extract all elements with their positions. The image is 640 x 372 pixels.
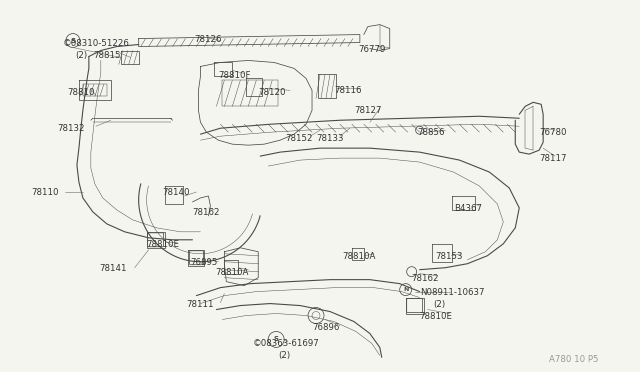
Text: 78110: 78110 — [31, 188, 59, 197]
Text: 78152: 78152 — [285, 134, 312, 143]
Text: N: N — [403, 287, 408, 292]
Text: 78117: 78117 — [539, 154, 566, 163]
Text: (2): (2) — [433, 299, 445, 309]
Text: ©08363-61697: ©08363-61697 — [252, 339, 319, 349]
Text: 78810F: 78810F — [218, 71, 251, 80]
Text: (2): (2) — [278, 352, 291, 360]
FancyBboxPatch shape — [406, 299, 422, 312]
Text: 78141: 78141 — [99, 264, 126, 273]
Text: (2): (2) — [75, 51, 87, 60]
Text: 78127: 78127 — [354, 106, 381, 115]
Text: 78126: 78126 — [195, 35, 222, 44]
Text: 78162: 78162 — [412, 274, 439, 283]
Text: 78856: 78856 — [418, 128, 445, 137]
Text: 78116: 78116 — [334, 86, 362, 95]
Text: 78153: 78153 — [436, 252, 463, 261]
Text: 78111: 78111 — [186, 299, 214, 309]
Text: 78815: 78815 — [93, 51, 120, 60]
Text: 78120: 78120 — [258, 89, 285, 97]
Text: 78810: 78810 — [67, 89, 95, 97]
Text: N08911-10637: N08911-10637 — [420, 288, 484, 296]
Text: 78132: 78132 — [57, 124, 84, 133]
FancyBboxPatch shape — [148, 233, 164, 247]
Text: S: S — [70, 38, 76, 44]
Text: ©08310-51226: ©08310-51226 — [63, 39, 130, 48]
Text: 76779: 76779 — [358, 45, 385, 54]
Text: 78810A: 78810A — [342, 252, 375, 261]
Text: 78140: 78140 — [163, 188, 190, 197]
Text: 76895: 76895 — [191, 258, 218, 267]
Text: S: S — [274, 336, 278, 342]
Text: 76896: 76896 — [312, 324, 339, 333]
Text: 78810E: 78810E — [147, 240, 180, 249]
FancyBboxPatch shape — [189, 251, 204, 265]
Text: 78810E: 78810E — [420, 311, 452, 321]
Text: 78810A: 78810A — [216, 268, 249, 277]
Text: B4367: B4367 — [454, 204, 483, 213]
Text: 78133: 78133 — [316, 134, 344, 143]
Text: A780 10 P5: A780 10 P5 — [550, 355, 599, 364]
Text: 76780: 76780 — [539, 128, 566, 137]
Text: 78162: 78162 — [193, 208, 220, 217]
